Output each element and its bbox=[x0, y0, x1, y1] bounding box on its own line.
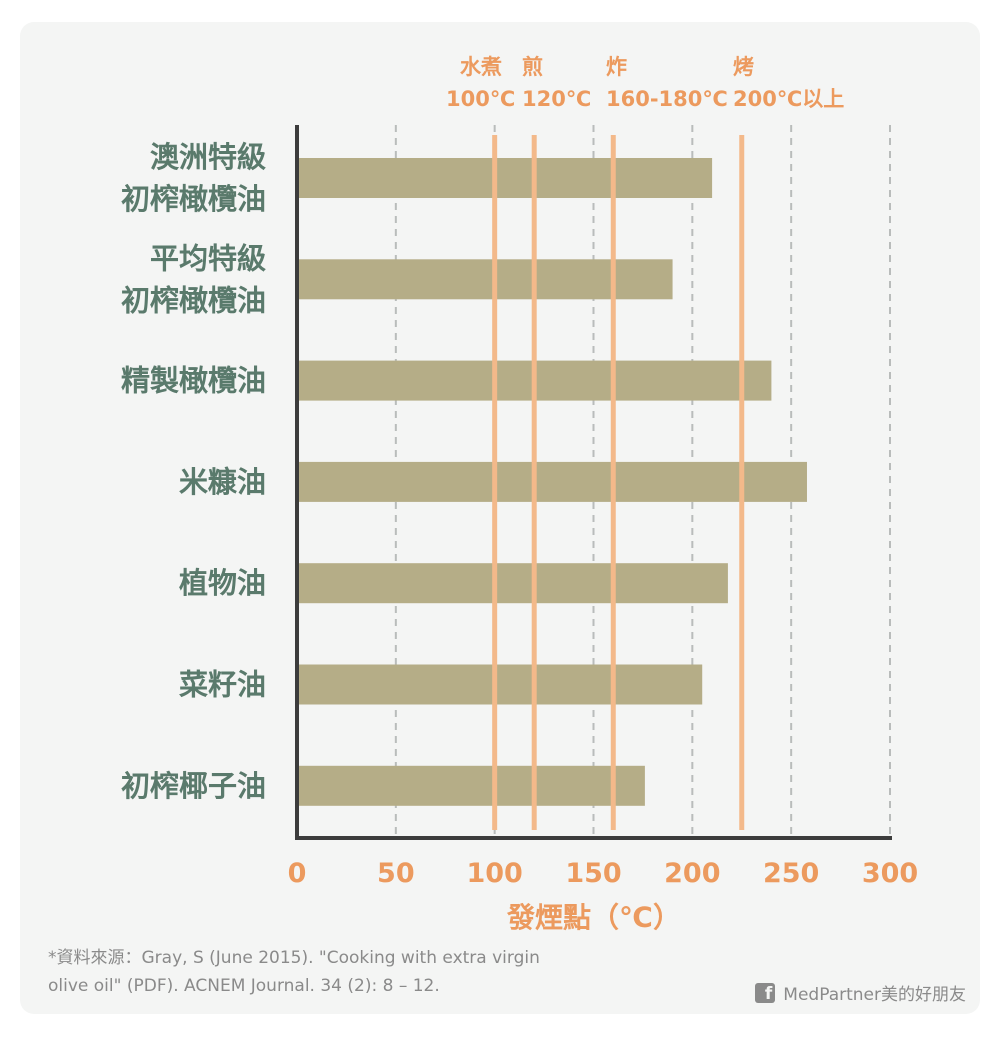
reference-method-1: 水煮 bbox=[460, 55, 502, 79]
facebook-icon: f bbox=[755, 982, 776, 1003]
reference-temp-4: 200℃以上 bbox=[733, 87, 844, 111]
bar-1 bbox=[297, 158, 713, 198]
bar-7 bbox=[297, 765, 645, 806]
x-tick-label-0: 0 bbox=[288, 858, 307, 889]
source-citation: *資料來源：Gray, S (June 2015). "Cooking with… bbox=[48, 944, 688, 1000]
bar-2 bbox=[297, 259, 673, 300]
x-tick-label-100: 100 bbox=[466, 858, 522, 889]
x-tick-label-150: 150 bbox=[565, 858, 621, 889]
reference-temp-3: 160-180℃ bbox=[606, 87, 728, 111]
bar-6 bbox=[297, 664, 703, 705]
reference-temp-2: 120℃ bbox=[522, 87, 591, 111]
x-tick-label-250: 250 bbox=[763, 858, 819, 889]
category-label-6: 菜籽油 bbox=[179, 668, 266, 702]
source-line-2: olive oil" (PDF). ACNEM Journal. 34 (2):… bbox=[48, 976, 440, 996]
source-line-1: *資料來源：Gray, S (June 2015). "Cooking with… bbox=[48, 948, 540, 968]
brand-name: MedPartner美的好朋友 bbox=[783, 985, 966, 1005]
category-label-2-line-2: 初榨橄欖油 bbox=[121, 283, 266, 317]
bar-4 bbox=[297, 461, 807, 502]
category-label-2-line-1: 平均特級 bbox=[150, 241, 266, 275]
x-axis-title: 發煙點（℃） bbox=[506, 901, 681, 934]
bar-5 bbox=[297, 563, 728, 604]
brand-credit[interactable]: f MedPartner美的好朋友 bbox=[755, 980, 966, 1005]
x-tick-label-300: 300 bbox=[862, 858, 918, 889]
category-label-1-line-2: 初榨橄欖油 bbox=[121, 182, 266, 216]
x-tick-label-200: 200 bbox=[664, 858, 720, 889]
category-label-5: 植物油 bbox=[179, 566, 266, 600]
reference-method-4: 烤 bbox=[733, 55, 754, 79]
category-label-4: 米糠油 bbox=[179, 465, 266, 499]
reference-temp-1: 100℃ bbox=[446, 87, 515, 111]
category-label-1-line-1: 澳洲特級 bbox=[150, 140, 266, 174]
category-label-3: 精製橄欖油 bbox=[121, 364, 266, 398]
reference-method-2: 煎 bbox=[522, 55, 543, 79]
category-label-7: 初榨椰子油 bbox=[121, 769, 266, 803]
reference-method-3: 炸 bbox=[606, 55, 627, 79]
x-tick-label-50: 50 bbox=[377, 858, 415, 889]
